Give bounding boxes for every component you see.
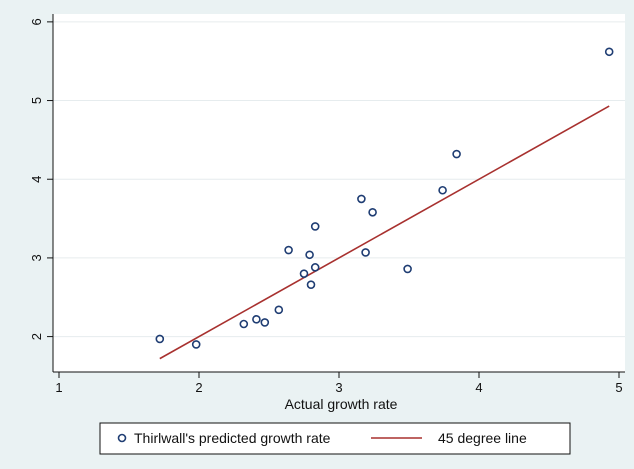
plot-area: [53, 14, 625, 372]
scatter-point: [260, 318, 270, 327]
x-axis-title: Actual growth rate: [285, 396, 398, 412]
x-axis-ticks: 1 2 3 4 5: [55, 372, 623, 395]
y-axis-ticks: 2 3 4 5 6: [29, 18, 53, 340]
legend-label-line: 45 degree line: [438, 430, 527, 446]
scatter-point: [310, 263, 320, 272]
x-tick-label: 5: [615, 380, 622, 395]
y-tick-label: 2: [29, 333, 44, 340]
y-tick-label: 4: [29, 176, 44, 183]
scatter-point: [438, 185, 447, 195]
scatter-point: [305, 250, 314, 260]
scatter-point: [306, 280, 316, 289]
x-tick-label: 1: [55, 380, 62, 395]
scatter-point: [604, 47, 614, 57]
scatter-point: [368, 207, 377, 217]
scatter-point: [191, 340, 201, 349]
scatter-point: [357, 194, 366, 204]
x-tick-label: 3: [335, 380, 342, 395]
scatter-point: [155, 334, 165, 344]
scatter-point: [239, 319, 249, 329]
x-tick-label: 2: [195, 380, 202, 395]
line-45-degree: [159, 105, 610, 360]
series-45-degree-line: [159, 105, 610, 360]
legend-box: [99, 422, 571, 455]
scatter-point: [452, 149, 461, 159]
x-tick-label: 4: [475, 380, 482, 395]
legend-label-predicted: Thirlwall's predicted growth rate: [134, 430, 331, 446]
scatter-point: [274, 305, 284, 315]
scatter-point: [403, 264, 412, 274]
scatter-point: [361, 248, 370, 257]
series-predicted-growth-points: [155, 47, 614, 349]
scatter-point: [310, 222, 320, 231]
legend-marker-predicted: [117, 433, 127, 443]
legend: Thirlwall's predicted growth rate 45 deg…: [99, 422, 571, 455]
scatter-point: [252, 314, 261, 324]
scatter-point: [299, 269, 309, 278]
y-tick-label: 3: [29, 254, 44, 261]
y-tick-label: 6: [29, 18, 44, 25]
y-tick-label: 5: [29, 97, 44, 104]
scatter-point: [284, 245, 293, 255]
